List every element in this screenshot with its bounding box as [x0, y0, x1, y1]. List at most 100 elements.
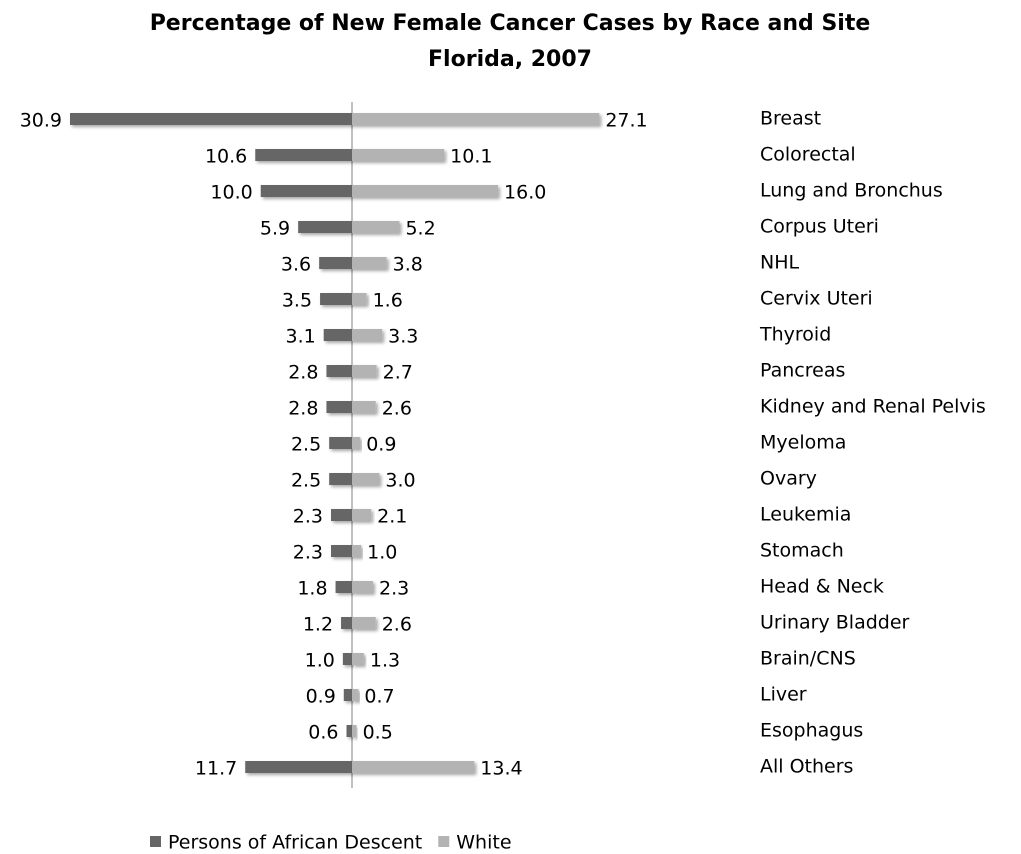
value-label: 10.6 — [205, 146, 247, 168]
bar — [352, 329, 383, 341]
bar — [352, 509, 372, 521]
value-label: 0.9 — [366, 434, 396, 456]
category-label: Thyroid — [759, 324, 831, 346]
bar — [319, 257, 352, 269]
bar — [352, 185, 499, 197]
category-label: Ovary — [760, 468, 817, 490]
chart-title: Percentage of New Female Cancer Cases by… — [150, 11, 871, 36]
bar — [352, 473, 380, 485]
value-label: 2.8 — [288, 398, 318, 420]
value-label: 3.3 — [388, 326, 418, 348]
category-label: Lung and Bronchus — [760, 180, 943, 202]
bar — [346, 725, 352, 737]
bar — [326, 401, 352, 413]
value-label: 2.6 — [382, 614, 412, 636]
bar — [70, 113, 352, 125]
bar — [343, 689, 352, 701]
chart-subtitle: Florida, 2007 — [428, 47, 592, 72]
value-label: 3.5 — [282, 290, 312, 312]
bar — [352, 689, 359, 701]
bar — [298, 221, 352, 233]
value-label: 30.9 — [20, 110, 62, 132]
bar — [352, 365, 377, 377]
category-label: Stomach — [760, 540, 844, 562]
value-label: 2.8 — [288, 362, 318, 384]
bar — [329, 473, 352, 485]
bar — [352, 113, 600, 125]
value-label: 16.0 — [504, 182, 546, 204]
value-label: 2.1 — [377, 506, 407, 528]
value-label: 2.5 — [291, 434, 321, 456]
category-label: Colorectal — [760, 144, 856, 166]
category-label: All Others — [760, 756, 853, 778]
value-label: 0.9 — [306, 686, 336, 708]
category-label: NHL — [760, 252, 800, 274]
category-label: Cervix Uteri — [760, 288, 873, 310]
value-label: 1.3 — [370, 650, 400, 672]
bar — [352, 545, 362, 557]
value-label: 10.0 — [210, 182, 252, 204]
value-label: 1.0 — [367, 542, 397, 564]
category-label: Brain/CNS — [760, 648, 856, 670]
category-label: Myeloma — [760, 432, 846, 454]
bar — [323, 329, 352, 341]
bar — [320, 293, 352, 305]
value-label: 2.3 — [293, 542, 323, 564]
bar — [352, 401, 376, 413]
value-label: 13.4 — [480, 758, 522, 780]
bar — [335, 581, 352, 593]
value-label: 10.1 — [450, 146, 492, 168]
value-label: 11.7 — [195, 758, 237, 780]
bar — [329, 437, 352, 449]
value-label: 0.5 — [363, 722, 393, 744]
category-label: Liver — [760, 684, 807, 706]
category-label: Corpus Uteri — [760, 216, 879, 238]
value-label: 0.7 — [364, 686, 394, 708]
bar — [352, 617, 376, 629]
value-label: 27.1 — [605, 110, 647, 132]
value-label: 2.7 — [383, 362, 413, 384]
bar — [331, 545, 352, 557]
bar — [352, 581, 373, 593]
value-label: 0.6 — [308, 722, 338, 744]
category-label: Esophagus — [760, 720, 863, 742]
value-label: 5.2 — [405, 218, 435, 240]
value-label: 2.3 — [293, 506, 323, 528]
value-label: 1.2 — [303, 614, 333, 636]
bar — [342, 653, 352, 665]
value-label: 3.6 — [281, 254, 311, 276]
bar — [352, 653, 364, 665]
bar — [352, 221, 400, 233]
value-label: 1.8 — [297, 578, 327, 600]
value-label: 3.8 — [393, 254, 423, 276]
bar — [352, 293, 367, 305]
category-label: Leukemia — [760, 504, 851, 526]
value-label: 5.9 — [260, 218, 290, 240]
bar — [331, 509, 352, 521]
bar — [352, 725, 357, 737]
value-label: 2.6 — [382, 398, 412, 420]
bar — [260, 185, 352, 197]
category-label: Pancreas — [760, 360, 845, 382]
value-label: 1.6 — [373, 290, 403, 312]
legend-swatch — [150, 836, 161, 847]
legend-label: White — [456, 832, 511, 854]
bar — [352, 257, 387, 269]
value-label: 2.5 — [291, 470, 321, 492]
category-label: Breast — [760, 108, 821, 130]
bar — [352, 761, 475, 773]
bar — [352, 437, 361, 449]
value-label: 3.0 — [385, 470, 415, 492]
bar — [341, 617, 352, 629]
category-label: Urinary Bladder — [760, 612, 910, 634]
bar — [352, 149, 445, 161]
value-label: 3.1 — [285, 326, 315, 348]
bar — [255, 149, 352, 161]
category-label: Kidney and Renal Pelvis — [760, 396, 986, 418]
legend-swatch — [438, 836, 450, 847]
legend-label: Persons of African Descent — [168, 832, 422, 854]
value-label: 2.3 — [379, 578, 409, 600]
category-label: Head & Neck — [760, 576, 884, 598]
value-label: 1.0 — [305, 650, 335, 672]
